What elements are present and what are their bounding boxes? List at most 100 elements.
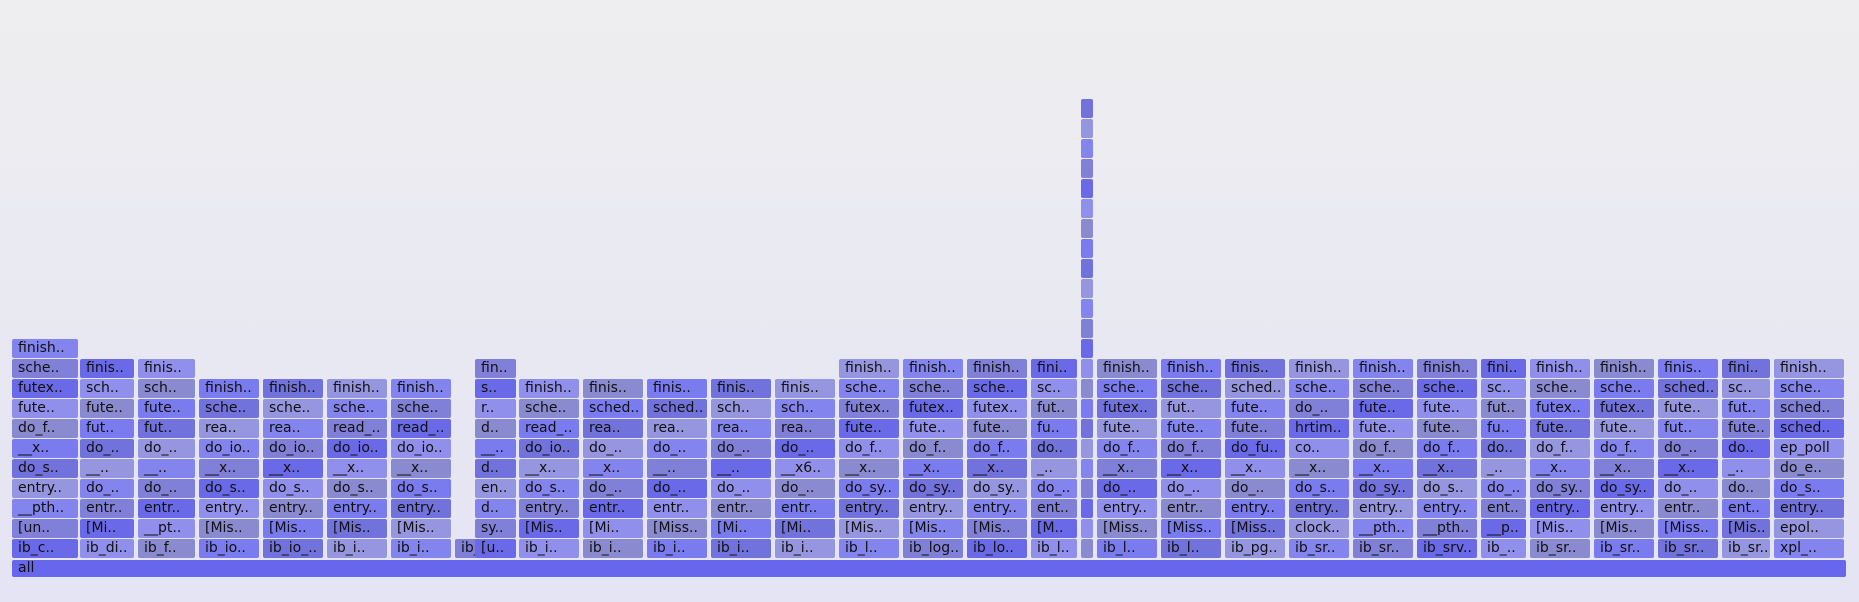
- frame[interactable]: d..: [475, 459, 516, 478]
- frame[interactable]: ib_c..: [12, 539, 78, 558]
- frame[interactable]: ib_pg..: [1225, 539, 1285, 558]
- frame[interactable]: ib_i..: [583, 539, 643, 558]
- frame[interactable]: __pth..: [1353, 519, 1413, 538]
- frame[interactable]: ib_sr..: [1353, 539, 1413, 558]
- frame[interactable]: [Miss..: [1225, 519, 1285, 538]
- frame[interactable]: sched..: [1658, 379, 1718, 398]
- frame[interactable]: ib_sr..: [1530, 539, 1590, 558]
- frame[interactable]: fute..: [1594, 419, 1654, 438]
- frame[interactable]: do_..: [647, 439, 707, 458]
- frame[interactable]: finish..: [391, 379, 451, 398]
- frame[interactable]: __x..: [519, 459, 579, 478]
- frame[interactable]: ib_f..: [138, 539, 195, 558]
- frame[interactable]: __x..: [839, 459, 899, 478]
- frame[interactable]: sc..: [1481, 379, 1526, 398]
- frame[interactable]: entry..: [12, 479, 78, 498]
- frame[interactable]: sche..: [1289, 379, 1349, 398]
- frame[interactable]: finish..: [1594, 359, 1654, 378]
- frame[interactable]: [1081, 179, 1093, 198]
- frame[interactable]: ib_..: [1481, 539, 1526, 558]
- frame[interactable]: __..: [138, 459, 195, 478]
- frame[interactable]: sched..: [583, 399, 643, 418]
- frame[interactable]: [Miss..: [647, 519, 707, 538]
- frame[interactable]: entr..: [1658, 499, 1718, 518]
- frame[interactable]: entry..: [1417, 499, 1477, 518]
- frame[interactable]: __x..: [1417, 459, 1477, 478]
- frame[interactable]: entry..: [1353, 499, 1413, 518]
- frame[interactable]: finish..: [967, 359, 1027, 378]
- frame[interactable]: [1081, 259, 1093, 278]
- frame[interactable]: do_..: [1481, 479, 1526, 498]
- frame[interactable]: do..: [1722, 439, 1770, 458]
- frame[interactable]: finis..: [80, 359, 134, 378]
- frame[interactable]: futex..: [1594, 399, 1654, 418]
- frame[interactable]: fute..: [1353, 419, 1413, 438]
- frame[interactable]: do_io..: [263, 439, 323, 458]
- frame[interactable]: entr..: [1161, 499, 1221, 518]
- frame[interactable]: [1081, 359, 1093, 378]
- frame[interactable]: [1081, 139, 1093, 158]
- frame[interactable]: sch..: [80, 379, 134, 398]
- frame[interactable]: sche..: [1161, 379, 1221, 398]
- frame[interactable]: [1081, 159, 1093, 178]
- frame[interactable]: do_..: [583, 479, 643, 498]
- frame[interactable]: [Mis..: [1722, 519, 1770, 538]
- frame[interactable]: __..: [647, 459, 707, 478]
- frame[interactable]: [1081, 199, 1093, 218]
- frame[interactable]: fute..: [1353, 399, 1413, 418]
- frame[interactable]: fut..: [138, 419, 195, 438]
- frame[interactable]: do_io..: [327, 439, 387, 458]
- frame[interactable]: do_e..: [1774, 459, 1844, 478]
- frame[interactable]: [1081, 339, 1093, 358]
- frame[interactable]: do_io..: [199, 439, 259, 458]
- frame[interactable]: entry..: [967, 499, 1027, 518]
- frame[interactable]: do_..: [1289, 399, 1349, 418]
- frame[interactable]: fute..: [12, 399, 78, 418]
- frame[interactable]: ent..: [1722, 499, 1770, 518]
- frame[interactable]: [Mi..: [711, 519, 771, 538]
- frame[interactable]: futex..: [967, 399, 1027, 418]
- frame[interactable]: do_sy..: [1530, 479, 1590, 498]
- frame[interactable]: do_f..: [839, 439, 899, 458]
- frame[interactable]: do_..: [1658, 439, 1718, 458]
- frame[interactable]: __x..: [327, 459, 387, 478]
- frame[interactable]: sched..: [1225, 379, 1285, 398]
- frame-root[interactable]: all: [12, 560, 1846, 577]
- frame[interactable]: futex..: [903, 399, 963, 418]
- frame[interactable]: fin..: [475, 359, 516, 378]
- frame[interactable]: __x..: [1161, 459, 1221, 478]
- frame[interactable]: finish..: [839, 359, 899, 378]
- frame[interactable]: [un..: [12, 519, 78, 538]
- frame[interactable]: fut..: [1031, 399, 1077, 418]
- frame[interactable]: [1081, 379, 1093, 398]
- frame[interactable]: do_..: [1658, 479, 1718, 498]
- frame[interactable]: do_sy..: [967, 479, 1027, 498]
- frame[interactable]: do_s..: [327, 479, 387, 498]
- frame[interactable]: fut..: [1481, 399, 1526, 418]
- frame[interactable]: rea..: [775, 419, 835, 438]
- frame[interactable]: do_f..: [1417, 439, 1477, 458]
- frame[interactable]: do_f..: [12, 419, 78, 438]
- frame[interactable]: __x..: [1658, 459, 1718, 478]
- frame[interactable]: rea..: [199, 419, 259, 438]
- frame[interactable]: rea..: [583, 419, 643, 438]
- frame[interactable]: ib_log..: [903, 539, 963, 558]
- frame[interactable]: rea..: [263, 419, 323, 438]
- frame[interactable]: __x6..: [775, 459, 835, 478]
- frame[interactable]: d..: [475, 499, 516, 518]
- frame[interactable]: sche..: [1774, 379, 1844, 398]
- frame[interactable]: do..: [1031, 439, 1077, 458]
- frame[interactable]: __x..: [391, 459, 451, 478]
- frame[interactable]: finish..: [199, 379, 259, 398]
- frame[interactable]: do_io..: [519, 439, 579, 458]
- frame[interactable]: __..: [80, 459, 134, 478]
- frame[interactable]: finis..: [1225, 359, 1285, 378]
- frame[interactable]: entry..: [391, 499, 451, 518]
- frame[interactable]: [Mi..: [583, 519, 643, 538]
- frame[interactable]: entry..: [903, 499, 963, 518]
- frame[interactable]: do_..: [583, 439, 643, 458]
- frame[interactable]: read_..: [391, 419, 451, 438]
- frame[interactable]: entry..: [1594, 499, 1654, 518]
- frame[interactable]: [1081, 539, 1093, 558]
- frame[interactable]: sched..: [1774, 419, 1844, 438]
